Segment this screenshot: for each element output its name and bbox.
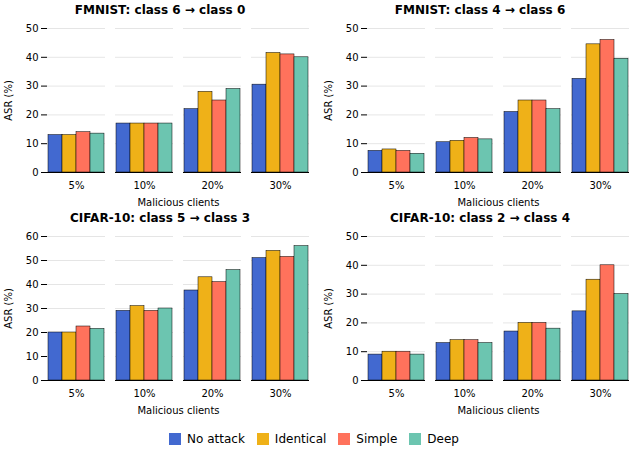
svg-text:ASR (%): ASR (%) (323, 80, 334, 121)
svg-text:Malicious clients: Malicious clients (457, 405, 539, 416)
html-text:Identical: Identical (274, 431, 327, 446)
svg-text:30: 30 (346, 80, 359, 91)
svg-text:10: 10 (346, 346, 359, 357)
svg-text:0: 0 (352, 375, 358, 386)
svg-text:ASR (%): ASR (%) (3, 80, 14, 121)
svg-text:30%: 30% (589, 388, 611, 399)
svg-text:40: 40 (26, 279, 39, 290)
svg-text:10%: 10% (133, 388, 155, 399)
svg-text:30%: 30% (269, 388, 291, 399)
svg-text:50: 50 (346, 23, 359, 34)
svg-text:30: 30 (26, 303, 39, 314)
svg-text:50: 50 (26, 255, 39, 266)
svg-text:0: 0 (352, 167, 358, 178)
svg-text:10%: 10% (453, 180, 475, 191)
svg-text:40: 40 (346, 52, 359, 63)
html-text:CIFAR-10: class 2 → class 4: CIFAR-10: class 2 → class 4 (390, 211, 570, 225)
svg-text:40: 40 (346, 260, 359, 271)
svg-text:20%: 20% (521, 388, 543, 399)
svg-text:5%: 5% (69, 180, 85, 191)
svg-text:ASR (%): ASR (%) (3, 288, 14, 329)
html-text:FMNIST: class 4 → class 6: FMNIST: class 4 → class 6 (394, 3, 566, 17)
svg-text:30: 30 (26, 80, 39, 91)
svg-text:20: 20 (26, 109, 39, 120)
svg-text:Malicious clients: Malicious clients (457, 197, 539, 208)
svg-text:10%: 10% (133, 180, 155, 191)
svg-text:20: 20 (346, 109, 359, 120)
svg-text:0: 0 (32, 375, 38, 386)
svg-text:10: 10 (26, 351, 39, 362)
svg-text:ASR (%): ASR (%) (323, 288, 334, 329)
svg-text:0: 0 (32, 167, 38, 178)
svg-text:5%: 5% (389, 180, 405, 191)
svg-text:40: 40 (26, 52, 39, 63)
svg-text:60: 60 (26, 231, 39, 242)
svg-text:5%: 5% (69, 388, 85, 399)
svg-text:20%: 20% (201, 388, 223, 399)
svg-text:10%: 10% (453, 388, 475, 399)
svg-text:30: 30 (346, 288, 359, 299)
html-text:CIFAR-10: class 5 → class 3: CIFAR-10: class 5 → class 3 (70, 211, 250, 225)
svg-text:50: 50 (346, 231, 359, 242)
svg-text:10: 10 (26, 138, 39, 149)
svg-text:10: 10 (346, 138, 359, 149)
html-text:Simple: Simple (356, 431, 398, 446)
svg-text:50: 50 (26, 23, 39, 34)
svg-text:5%: 5% (389, 388, 405, 399)
svg-text:20: 20 (26, 327, 39, 338)
svg-text:Malicious clients: Malicious clients (137, 197, 219, 208)
svg-text:20%: 20% (201, 180, 223, 191)
svg-text:20: 20 (346, 317, 359, 328)
svg-text:30%: 30% (269, 180, 291, 191)
html-text:FMNIST: class 6 → class 0: FMNIST: class 6 → class 0 (74, 3, 246, 17)
svg-text:30%: 30% (589, 180, 611, 191)
html-text:Deep: Deep (427, 431, 459, 446)
svg-text:20%: 20% (521, 180, 543, 191)
svg-text:Malicious clients: Malicious clients (137, 405, 219, 416)
html-text:No attack: No attack (187, 431, 245, 446)
